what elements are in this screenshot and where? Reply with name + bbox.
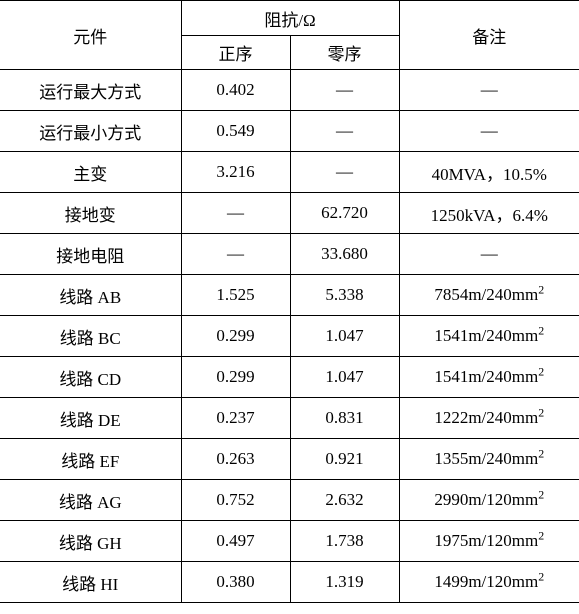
cell-zero: 2.632 <box>290 480 399 521</box>
cell-component: 线路 BC <box>0 316 181 357</box>
table-row: 线路 HI0.3801.3191499m/120mm2 <box>0 562 579 603</box>
table-header-row: 元件 阻抗/Ω 备注 <box>0 1 579 36</box>
cell-remark: 1250kVA，6.4% <box>399 193 579 234</box>
cell-positive: 0.752 <box>181 480 290 521</box>
table-row: 线路 CD0.2991.0471541m/240mm2 <box>0 357 579 398</box>
table-row: 线路 GH0.4971.7381975m/120mm2 <box>0 521 579 562</box>
cell-positive: 0.299 <box>181 357 290 398</box>
header-impedance: 阻抗/Ω <box>181 1 399 36</box>
cell-zero: 1.738 <box>290 521 399 562</box>
header-component: 元件 <box>0 1 181 70</box>
cell-positive: — <box>181 193 290 234</box>
cell-positive: 0.380 <box>181 562 290 603</box>
table-row: 线路 EF0.2630.9211355m/240mm2 <box>0 439 579 480</box>
cell-zero: — <box>290 152 399 193</box>
cell-remark: — <box>399 111 579 152</box>
cell-zero: — <box>290 111 399 152</box>
table-row: 线路 AB1.5255.3387854m/240mm2 <box>0 275 579 316</box>
cell-remark: 1355m/240mm2 <box>399 439 579 480</box>
cell-remark: 2990m/120mm2 <box>399 480 579 521</box>
cell-positive: 1.525 <box>181 275 290 316</box>
cell-zero: 0.831 <box>290 398 399 439</box>
header-positive: 正序 <box>181 36 290 70</box>
cell-zero: 0.921 <box>290 439 399 480</box>
cell-positive: 0.549 <box>181 111 290 152</box>
cell-remark: — <box>399 70 579 111</box>
cell-positive: — <box>181 234 290 275</box>
table-row: 运行最大方式0.402—— <box>0 70 579 111</box>
cell-remark: 1222m/240mm2 <box>399 398 579 439</box>
cell-zero: 33.680 <box>290 234 399 275</box>
table-row: 接地变—62.7201250kVA，6.4% <box>0 193 579 234</box>
cell-component: 接地变 <box>0 193 181 234</box>
table-row: 线路 AG0.7522.6322990m/120mm2 <box>0 480 579 521</box>
header-zero: 零序 <box>290 36 399 70</box>
cell-component: 线路 AB <box>0 275 181 316</box>
table-row: 接地电阻—33.680— <box>0 234 579 275</box>
cell-remark: 40MVA，10.5% <box>399 152 579 193</box>
cell-positive: 0.237 <box>181 398 290 439</box>
cell-zero: — <box>290 70 399 111</box>
table-row: 运行最小方式0.549—— <box>0 111 579 152</box>
cell-component: 线路 GH <box>0 521 181 562</box>
table-row: 线路 DE0.2370.8311222m/240mm2 <box>0 398 579 439</box>
cell-component: 运行最小方式 <box>0 111 181 152</box>
cell-remark: 1975m/120mm2 <box>399 521 579 562</box>
cell-component: 运行最大方式 <box>0 70 181 111</box>
cell-positive: 0.402 <box>181 70 290 111</box>
cell-zero: 1.047 <box>290 316 399 357</box>
cell-positive: 0.299 <box>181 316 290 357</box>
cell-remark: 1541m/240mm2 <box>399 357 579 398</box>
cell-component: 线路 HI <box>0 562 181 603</box>
cell-zero: 62.720 <box>290 193 399 234</box>
cell-zero: 1.047 <box>290 357 399 398</box>
table-row: 主变3.216—40MVA，10.5% <box>0 152 579 193</box>
cell-positive: 0.497 <box>181 521 290 562</box>
cell-remark: 1541m/240mm2 <box>399 316 579 357</box>
impedance-table: 元件 阻抗/Ω 备注 正序 零序 运行最大方式0.402——运行最小方式0.54… <box>0 0 579 603</box>
cell-positive: 3.216 <box>181 152 290 193</box>
cell-remark: 7854m/240mm2 <box>399 275 579 316</box>
cell-component: 线路 DE <box>0 398 181 439</box>
header-remark: 备注 <box>399 1 579 70</box>
cell-remark: — <box>399 234 579 275</box>
cell-zero: 1.319 <box>290 562 399 603</box>
cell-zero: 5.338 <box>290 275 399 316</box>
cell-component: 线路 AG <box>0 480 181 521</box>
cell-component: 线路 EF <box>0 439 181 480</box>
cell-component: 接地电阻 <box>0 234 181 275</box>
cell-remark: 1499m/120mm2 <box>399 562 579 603</box>
cell-component: 线路 CD <box>0 357 181 398</box>
cell-positive: 0.263 <box>181 439 290 480</box>
cell-component: 主变 <box>0 152 181 193</box>
table-row: 线路 BC0.2991.0471541m/240mm2 <box>0 316 579 357</box>
